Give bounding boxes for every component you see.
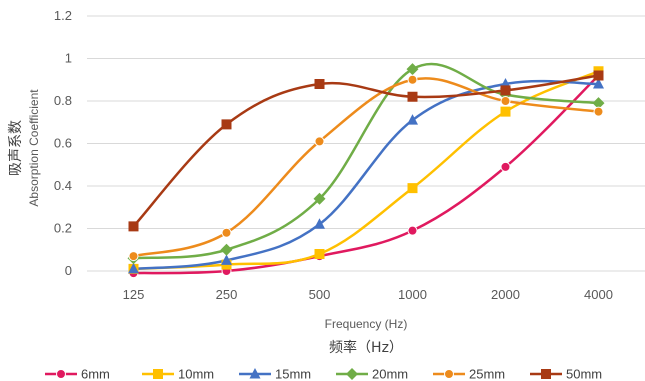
- series-line-25mm: [132, 77, 600, 258]
- y-axis-label: Absorption Coefficient: [27, 89, 41, 207]
- data-point-6mm: [500, 161, 511, 172]
- legend-label: 20mm: [372, 367, 408, 381]
- x-tick-label: 4000: [584, 287, 613, 302]
- legend-marker-25mm: [444, 369, 454, 379]
- data-point-50mm: [593, 70, 604, 81]
- legend-marker-6mm: [56, 369, 66, 379]
- legend-label: 10mm: [178, 367, 214, 381]
- legend-item-6mm: 6mm: [45, 367, 110, 381]
- legend-label: 15mm: [275, 367, 311, 381]
- data-point-15mm: [221, 254, 232, 265]
- legend-item-15mm: 15mm: [239, 367, 311, 381]
- x-axis-tick-labels: 125 250 500 1000 2000 4000: [123, 287, 613, 302]
- data-point-10mm: [407, 183, 418, 194]
- legend-label: 50mm: [566, 367, 602, 381]
- y-tick-label: 1.2: [54, 8, 72, 23]
- data-point-15mm: [593, 78, 604, 89]
- series-markers: [127, 63, 605, 279]
- y-tick-label: 0.8: [54, 93, 72, 108]
- data-point-25mm: [407, 74, 418, 85]
- data-point-15mm: [314, 218, 325, 229]
- data-point-25mm: [221, 227, 232, 238]
- legend: 6mm 10mm 15mm 20mm 25mm 50mm: [45, 367, 602, 381]
- y-axis-tick-labels: 0 0.2 0.4 0.6 0.8 1 1.2: [54, 8, 72, 278]
- x-tick-label: 125: [123, 287, 145, 302]
- data-point-15mm: [128, 262, 139, 274]
- data-point-6mm: [407, 225, 418, 236]
- legend-label: 25mm: [469, 367, 505, 381]
- legend-label: 6mm: [81, 367, 110, 381]
- series-line-50mm: [132, 74, 600, 228]
- data-point-50mm: [314, 79, 325, 89]
- legend-marker-15mm: [249, 368, 261, 379]
- data-point-10mm: [314, 249, 325, 259]
- data-point-25mm: [314, 136, 325, 147]
- data-point-50mm: [500, 85, 511, 96]
- data-point-20mm: [313, 192, 326, 205]
- y-tick-label: 0.6: [54, 136, 72, 151]
- x-tick-label: 1000: [398, 287, 427, 302]
- x-axis-label-cn: 频率（Hz）: [329, 339, 403, 356]
- data-point-10mm: [500, 106, 511, 117]
- series-lines: [132, 62, 600, 275]
- legend-item-50mm: 50mm: [530, 367, 602, 381]
- x-tick-label: 250: [216, 287, 238, 302]
- legend-item-10mm: 10mm: [142, 367, 214, 381]
- series-line-15mm: [132, 79, 600, 271]
- data-point-25mm: [500, 96, 511, 106]
- x-axis-label: Frequency (Hz): [325, 317, 408, 331]
- series-line-6mm: [132, 74, 600, 275]
- data-point-25mm: [593, 106, 604, 117]
- legend-item-25mm: 25mm: [433, 367, 505, 381]
- y-tick-label: 0.4: [54, 178, 72, 193]
- y-tick-label: 0.2: [54, 221, 72, 236]
- data-point-20mm: [592, 97, 605, 110]
- gridlines: [87, 15, 645, 272]
- y-axis-label-cn: 吸声系数: [8, 120, 24, 176]
- data-point-20mm: [406, 63, 419, 76]
- legend-marker-50mm: [541, 369, 551, 379]
- series-line-20mm: [132, 62, 600, 260]
- legend-item-20mm: 20mm: [336, 367, 408, 381]
- y-tick-label: 0: [65, 263, 72, 278]
- data-point-20mm: [220, 243, 233, 256]
- legend-marker-10mm: [153, 369, 163, 379]
- y-tick-label: 1: [65, 51, 72, 66]
- x-tick-label: 500: [309, 287, 331, 302]
- data-point-50mm: [407, 91, 418, 102]
- data-point-15mm: [407, 114, 418, 125]
- data-point-25mm: [128, 251, 139, 262]
- data-point-50mm: [128, 221, 139, 232]
- data-point-50mm: [221, 119, 232, 130]
- legend-marker-20mm: [346, 368, 358, 380]
- x-tick-label: 2000: [491, 287, 520, 302]
